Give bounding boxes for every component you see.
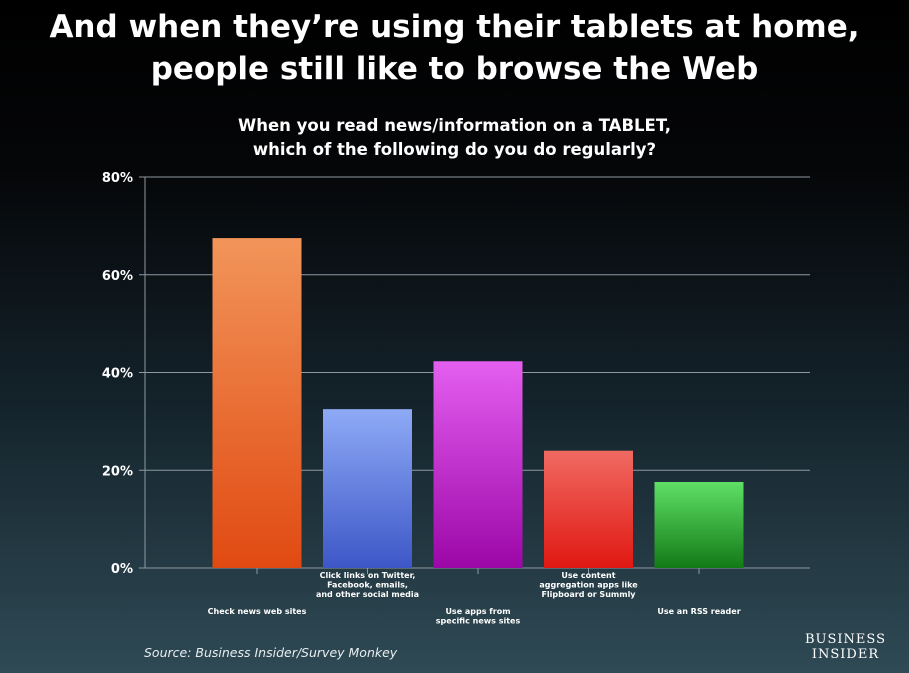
bar-4	[544, 450, 633, 568]
bar-5	[654, 481, 744, 568]
chart-title-line-1: When you read news/information on a TABL…	[238, 116, 671, 135]
chart-title-line-2: which of the following do you do regular…	[252, 140, 657, 159]
x-category-label-4: Use content aggregation apps like Flipboar…	[539, 571, 638, 599]
y-tick-label-40: 40%	[102, 367, 133, 382]
headline-line-1: And when they’re using their tablets at …	[49, 9, 860, 45]
bar-1	[212, 238, 302, 568]
x-category-label-2-line-3: and other social media	[316, 590, 419, 599]
y-tick-label-0: 0%	[111, 562, 133, 577]
bar-3	[433, 361, 523, 568]
x-category-label-2-line-1: Click links on Twitter,	[320, 571, 416, 580]
y-tick-label-60: 60%	[102, 269, 133, 284]
x-category-label-3: Use apps from specific news sites	[436, 607, 521, 626]
y-tick-label-20: 20%	[102, 464, 133, 479]
x-category-label-4-line-2: aggregation apps like	[539, 581, 638, 590]
x-category-label-3-line-1: Use apps from	[445, 607, 510, 616]
x-category-label-4-line-3: Flipboard or Summly	[541, 590, 636, 599]
bar-2	[323, 409, 412, 568]
chart-title: When you read news/information on a TABL…	[0, 114, 909, 162]
headline-line-2: people still like to browse the Web	[150, 51, 759, 87]
headline: And when they’re using their tablets at …	[0, 6, 909, 90]
source-note: Source: Business Insider/Survey Monkey	[144, 645, 398, 660]
x-category-label-2: Click links on Twitter, Facebook, emails,…	[316, 571, 419, 599]
x-category-label-2-line-2: Facebook, emails,	[327, 581, 408, 590]
business-insider-logo: BUSINESS INSIDER	[805, 632, 886, 662]
x-category-label-4-line-1: Use content	[561, 571, 615, 580]
x-category-label-5: Use an RSS reader	[657, 607, 740, 616]
x-category-label-5-line-1: Use an RSS reader	[657, 607, 740, 616]
x-category-label-3-line-2: specific news sites	[436, 617, 521, 626]
logo-line-1: BUSINESS	[805, 632, 886, 647]
logo-line-2: INSIDER	[811, 647, 880, 662]
x-category-label-1: Check news web sites	[208, 607, 307, 616]
x-category-label-1-line-1: Check news web sites	[208, 607, 307, 616]
y-tick-label-80: 80%	[102, 171, 133, 186]
